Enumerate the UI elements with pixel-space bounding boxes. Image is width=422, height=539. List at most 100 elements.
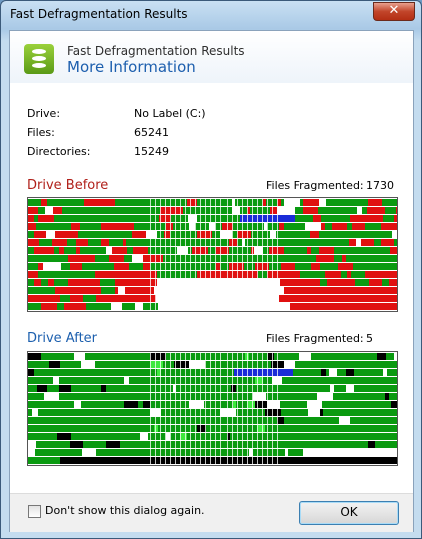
cluster-block — [358, 425, 366, 432]
cluster-block — [293, 369, 305, 376]
cluster-block — [394, 215, 397, 222]
cluster-block — [215, 223, 222, 230]
cluster-block — [307, 441, 310, 448]
cluster-block — [294, 409, 301, 416]
cluster-block — [109, 255, 124, 262]
cluster-block — [378, 287, 392, 294]
cluster-block — [38, 207, 45, 214]
cluster-block — [118, 287, 125, 294]
cluster-block — [346, 255, 360, 262]
map-grid-line — [175, 198, 176, 311]
cluster-block — [28, 393, 36, 400]
map-background — [28, 352, 397, 465]
cluster-block — [61, 263, 70, 270]
cluster-block — [341, 295, 353, 302]
map-grid-line — [242, 198, 243, 311]
cluster-block — [368, 441, 375, 448]
cluster-block — [327, 287, 335, 294]
cluster-block — [301, 239, 308, 246]
cluster-block — [295, 215, 304, 222]
cluster-block — [392, 287, 397, 294]
cluster-block — [130, 271, 138, 278]
cluster-block — [371, 303, 382, 310]
cluster-block — [277, 207, 291, 214]
map-grid-line — [262, 198, 263, 311]
cluster-block — [375, 255, 380, 262]
cluster-block — [234, 377, 243, 384]
dont-show-label[interactable]: Don't show this dialog again. — [45, 504, 205, 517]
database-icon — [24, 44, 54, 74]
cluster-block — [88, 223, 101, 230]
cluster-block — [324, 287, 327, 294]
cluster-block — [255, 401, 267, 408]
cluster-block — [235, 199, 243, 206]
cluster-block — [259, 239, 274, 246]
map-grid-line — [237, 352, 238, 465]
cluster-block — [290, 433, 294, 440]
cluster-block — [139, 377, 142, 384]
cluster-block — [67, 239, 76, 246]
cluster-block — [261, 433, 276, 440]
cluster-block — [95, 255, 102, 262]
cluster-block — [212, 433, 227, 440]
cluster-block — [321, 369, 326, 376]
map-grid-line — [252, 352, 253, 465]
cluster-block — [98, 369, 103, 376]
cluster-block — [290, 303, 295, 310]
cluster-block — [300, 199, 303, 206]
cluster-block — [145, 409, 150, 416]
cluster-block — [336, 215, 350, 222]
cluster-block — [359, 353, 371, 360]
cluster-block — [354, 215, 370, 222]
cluster-block — [196, 433, 212, 440]
cluster-block — [124, 377, 129, 384]
cluster-block — [187, 199, 197, 206]
title-bar[interactable]: Fast Defragmentation Results ✕ — [1, 1, 421, 29]
ok-button[interactable]: OK — [299, 501, 399, 525]
cluster-block — [384, 377, 394, 384]
cluster-block — [220, 449, 228, 456]
cluster-block — [307, 401, 322, 408]
cluster-block — [267, 271, 272, 278]
cluster-block — [385, 393, 389, 400]
cluster-block — [354, 385, 363, 392]
cluster-block — [120, 223, 134, 230]
map-grid-line — [185, 352, 186, 465]
cluster-block — [62, 199, 74, 206]
cluster-block — [291, 231, 296, 238]
cluster-block — [335, 409, 347, 416]
cluster-block — [123, 239, 126, 246]
cluster-block — [294, 433, 301, 440]
cluster-block — [48, 279, 54, 286]
cluster-block — [210, 417, 216, 424]
cluster-block — [105, 199, 115, 206]
cluster-block — [50, 223, 58, 230]
cluster-block — [164, 231, 170, 238]
cluster-block — [140, 441, 154, 448]
cluster-block — [125, 361, 136, 368]
cluster-block — [77, 279, 89, 286]
cluster-block — [100, 279, 115, 286]
cluster-block — [106, 441, 120, 448]
cluster-block — [79, 303, 86, 310]
cluster-block — [143, 449, 148, 456]
cluster-block — [42, 449, 50, 456]
cluster-block — [383, 215, 394, 222]
cluster-block — [46, 231, 55, 238]
cluster-block — [381, 263, 391, 270]
cluster-block — [114, 263, 129, 270]
cluster-block — [338, 263, 353, 270]
cluster-block — [352, 433, 367, 440]
cluster-block — [74, 417, 89, 424]
cluster-block — [64, 247, 69, 254]
close-button[interactable]: ✕ — [373, 2, 415, 21]
map-grid-line — [170, 352, 171, 465]
cluster-block — [75, 377, 82, 384]
dont-show-checkbox[interactable] — [28, 505, 41, 518]
cluster-block — [308, 409, 320, 416]
cluster-block — [165, 279, 178, 286]
cluster-block — [381, 207, 385, 214]
map-grid-line — [150, 198, 151, 311]
cluster-block — [60, 295, 70, 302]
cluster-block — [227, 353, 232, 360]
